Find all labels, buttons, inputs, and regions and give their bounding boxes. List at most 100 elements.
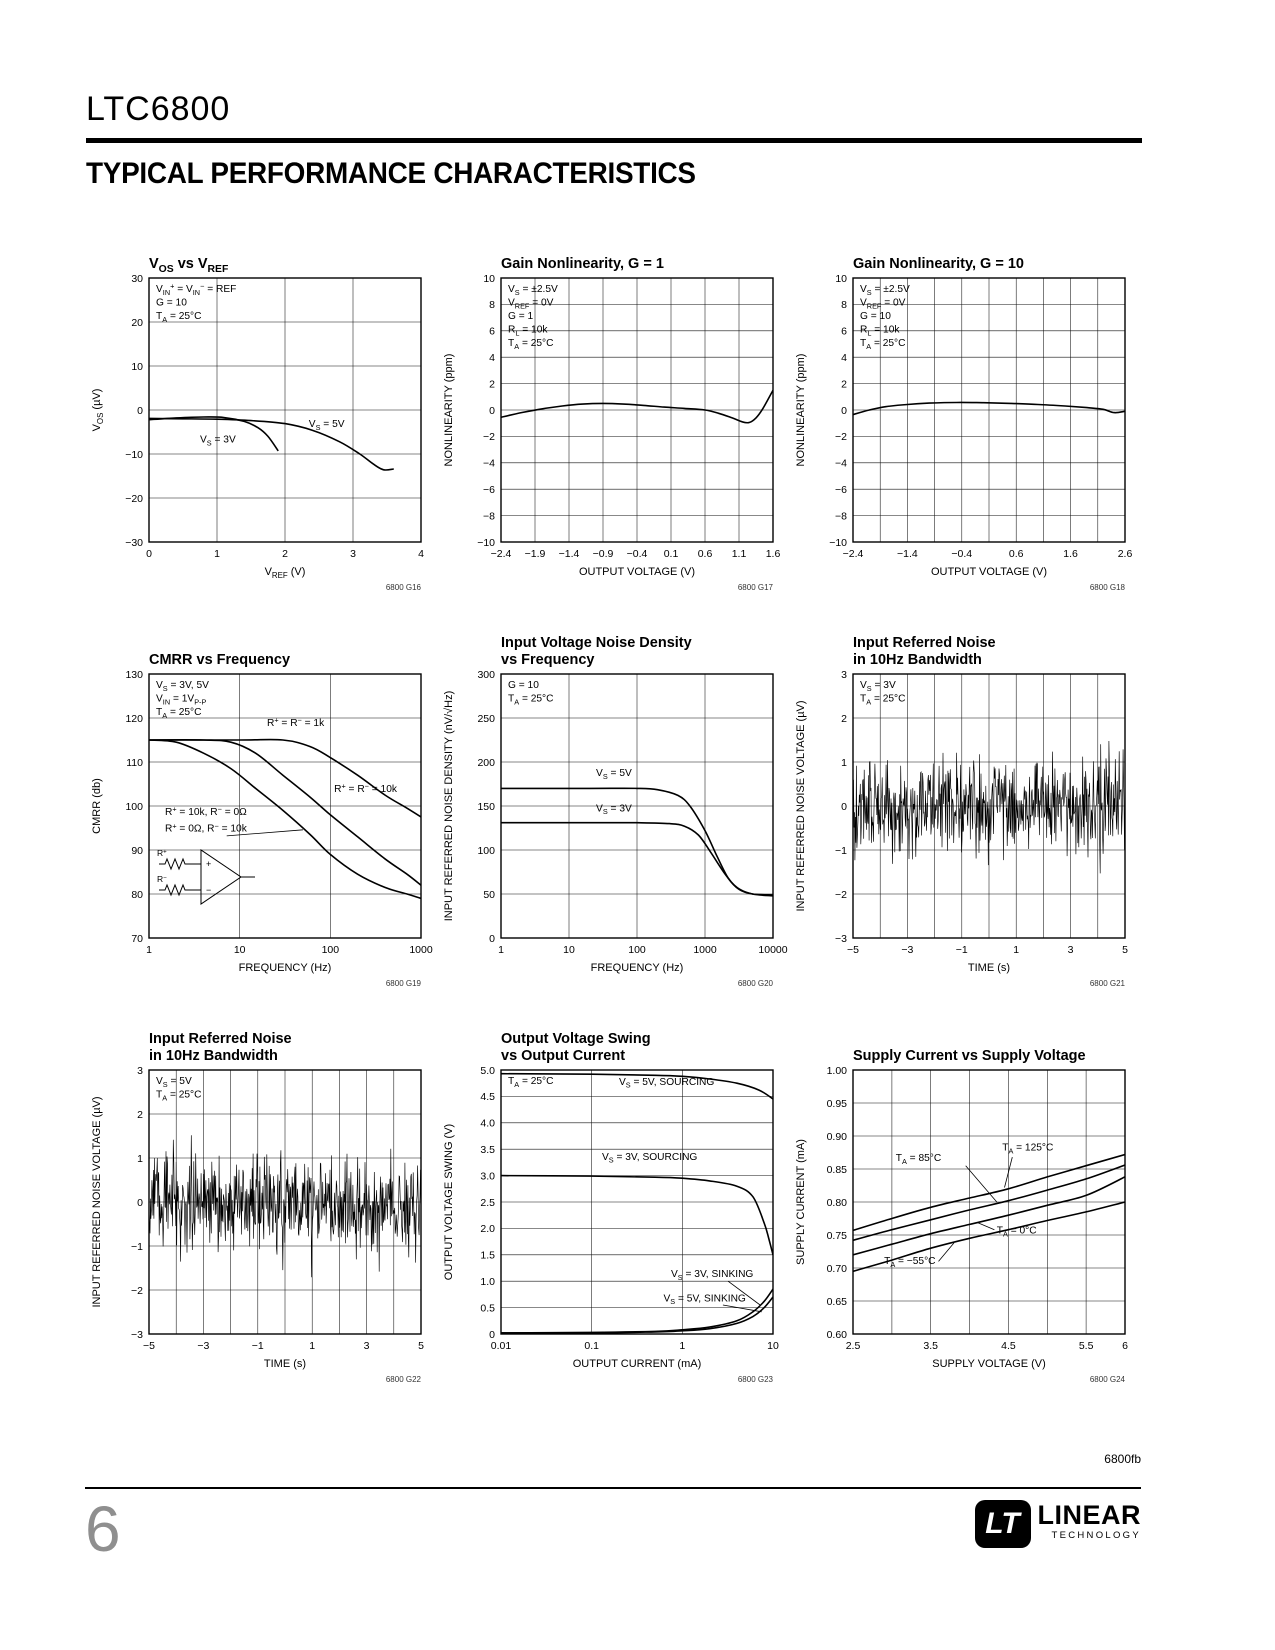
svg-text:−0.4: −0.4 (627, 548, 648, 560)
svg-text:R+ = R− = 10k: R+ = R− = 10k (334, 782, 398, 795)
svg-text:in 10Hz Bandwidth: in 10Hz Bandwidth (853, 652, 982, 668)
svg-text:−4: −4 (483, 458, 495, 470)
svg-text:Output Voltage Swing: Output Voltage Swing (501, 1031, 651, 1047)
svg-text:3: 3 (841, 669, 847, 681)
svg-text:2: 2 (841, 378, 847, 390)
svg-text:−2: −2 (483, 431, 495, 443)
svg-text:4.5: 4.5 (1001, 1340, 1016, 1352)
chart-svg-supply-current: Supply Current vs Supply Voltage 2.5 3.5 4.… (795, 1048, 1128, 1384)
svg-text:−8: −8 (835, 510, 847, 522)
svg-text:0.1: 0.1 (664, 548, 679, 560)
svg-text:−3: −3 (131, 1329, 143, 1341)
svg-text:10: 10 (234, 944, 246, 956)
svg-text:VOS vs VREF: VOS vs VREF (149, 256, 228, 275)
svg-text:VIN+ = VIN− = REF: VIN+ = VIN− = REF (156, 282, 236, 297)
svg-text:VS = ±2.5V: VS = ±2.5V (508, 284, 558, 297)
svg-text:G = 1: G = 1 (508, 311, 534, 322)
series-group (501, 1072, 773, 1334)
svg-text:5: 5 (418, 1340, 424, 1352)
svg-text:2: 2 (282, 548, 288, 560)
svg-text:1.0: 1.0 (480, 1276, 495, 1288)
svg-text:TA = 25°C: TA = 25°C (156, 1090, 201, 1103)
svg-text:Input Referred Noise: Input Referred Noise (149, 1031, 292, 1047)
svg-text:1: 1 (309, 1340, 315, 1352)
svg-text:0.01: 0.01 (491, 1340, 512, 1352)
svg-text:VS = 5V: VS = 5V (309, 419, 345, 432)
svg-text:10: 10 (483, 273, 495, 285)
svg-text:−3: −3 (197, 1340, 209, 1352)
svg-text:TA = 25°C: TA = 25°C (860, 694, 905, 707)
svg-text:−1: −1 (252, 1340, 264, 1352)
svg-text:OUTPUT CURRENT (mA): OUTPUT CURRENT (mA) (573, 1358, 702, 1370)
svg-text:1: 1 (146, 944, 152, 956)
lt-logo-mark-text: LT (985, 1507, 1020, 1540)
svg-text:150: 150 (477, 801, 495, 813)
svg-text:TA = 85°C: TA = 85°C (896, 1153, 941, 1166)
chart-input-voltage-noise-density: Input Voltage Noise Density vs Frequency 1… (437, 624, 789, 992)
svg-text:−4: −4 (835, 458, 847, 470)
svg-text:R−: R− (157, 874, 167, 884)
chart-svg-vos-vref: VOS vs VREF 0 1 2 3 4 −30 −20 −10 0 10 20 30 VREF (V)… (91, 256, 424, 592)
opamp-inset (159, 849, 255, 905)
svg-text:OUTPUT VOLTAGE (V): OUTPUT VOLTAGE (V) (579, 566, 695, 578)
svg-text:6800 G21: 6800 G21 (1090, 979, 1126, 988)
svg-text:6800 G16: 6800 G16 (386, 583, 422, 592)
chart-output-voltage-swing: Output Voltage Swing vs Output Current 0.0… (437, 1020, 789, 1388)
series-group (149, 738, 421, 900)
svg-text:VIN = 1VP-P: VIN = 1VP-P (156, 694, 206, 707)
svg-text:NONLINEARITY (ppm): NONLINEARITY (ppm) (443, 354, 455, 467)
svg-text:120: 120 (125, 713, 143, 725)
svg-text:−8: −8 (483, 510, 495, 522)
svg-text:VS = 3V: VS = 3V (200, 435, 236, 448)
series-group (149, 416, 394, 471)
svg-text:70: 70 (131, 933, 143, 945)
svg-text:6: 6 (489, 326, 495, 338)
svg-text:−5: −5 (143, 1340, 155, 1352)
svg-text:VS = 5V: VS = 5V (156, 1076, 192, 1089)
svg-text:0: 0 (841, 801, 847, 813)
svg-text:VREF (V): VREF (V) (265, 566, 306, 580)
chart-gain-nonlinearity-g10: Gain Nonlinearity, G = 10 −2.4 −1.4 −0.4 0.6… (789, 228, 1141, 596)
svg-text:100: 100 (477, 845, 495, 857)
section-title: TYPICAL PERFORMANCE CHARACTERISTICS (86, 157, 696, 190)
svg-text:vs Frequency: vs Frequency (501, 652, 595, 668)
svg-text:OUTPUT VOLTAGE (V): OUTPUT VOLTAGE (V) (931, 566, 1047, 578)
svg-text:2: 2 (489, 378, 495, 390)
chart-svg-gain-nl-g1: Gain Nonlinearity, G = 1 −2.4 −1.9 −1.4 −0.9… (443, 256, 780, 592)
svg-text:−20: −20 (125, 493, 143, 505)
svg-text:VREF = 0V: VREF = 0V (508, 298, 554, 311)
svg-text:TA = 25°C: TA = 25°C (508, 338, 553, 351)
svg-text:Input Voltage Noise Density: Input Voltage Noise Density (501, 635, 692, 651)
svg-text:−1.9: −1.9 (525, 548, 546, 560)
svg-text:TA = 0°C: TA = 0°C (997, 1226, 1037, 1239)
svg-text:2.5: 2.5 (846, 1340, 861, 1352)
svg-text:FREQUENCY (Hz): FREQUENCY (Hz) (239, 962, 332, 974)
svg-text:TA = 25°C: TA = 25°C (508, 694, 553, 707)
series-group (853, 401, 1125, 416)
svg-text:in 10Hz Bandwidth: in 10Hz Bandwidth (149, 1048, 278, 1064)
svg-text:6800 G24: 6800 G24 (1090, 1375, 1126, 1384)
chart-input-referred-noise-5v: Input Referred Noise in 10Hz Bandwidth −5−… (85, 1020, 437, 1388)
svg-text:−0.4: −0.4 (951, 548, 972, 560)
svg-text:0.95: 0.95 (827, 1098, 848, 1110)
svg-text:INPUT REFERRED NOISE DENSITY (: INPUT REFERRED NOISE DENSITY (nV/√Hz) (443, 691, 455, 922)
svg-text:NONLINEARITY (ppm): NONLINEARITY (ppm) (795, 354, 807, 467)
svg-text:80: 80 (131, 889, 143, 901)
svg-text:0.6: 0.6 (698, 548, 713, 560)
svg-text:2.6: 2.6 (1118, 548, 1133, 560)
svg-text:−6: −6 (483, 484, 495, 496)
svg-text:R+: R+ (157, 848, 167, 858)
svg-text:6800 G17: 6800 G17 (738, 583, 774, 592)
svg-text:Gain Nonlinearity, G = 1: Gain Nonlinearity, G = 1 (501, 256, 664, 272)
svg-text:−1.4: −1.4 (559, 548, 580, 560)
lt-logo-mark: LT (974, 1500, 1031, 1548)
chart-svg-gain-nl-g10: Gain Nonlinearity, G = 10 −2.4 −1.4 −0.4 0.6… (795, 256, 1133, 592)
svg-text:0: 0 (489, 405, 495, 417)
svg-text:CMRR (db): CMRR (db) (91, 778, 103, 834)
svg-text:−6: −6 (835, 484, 847, 496)
lt-logo-sub: TECHNOLOGY (1051, 1530, 1141, 1541)
svg-text:3: 3 (364, 1340, 370, 1352)
svg-text:0: 0 (137, 1197, 143, 1209)
lt-logo-name: LINEAR (1037, 1500, 1141, 1530)
